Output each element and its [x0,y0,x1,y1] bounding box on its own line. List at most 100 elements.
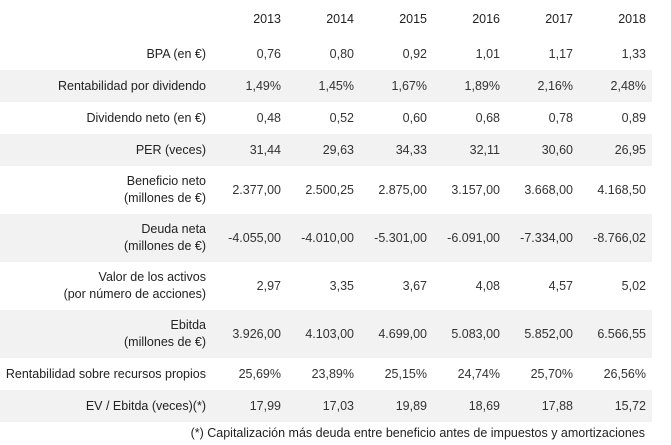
row-label: EV / Ebitda (veces)(*) [0,390,214,422]
value-cell-2018: 1,33 [621,46,646,61]
value-cell-2014: -4.010,00 [301,230,354,245]
value-cell-2014: 29,63 [322,142,354,157]
value-cell-2013: 25,69% [238,366,281,381]
value-cell-2015: 25,15% [384,366,427,381]
value-cell-2016: 0,68 [475,110,500,125]
value-cell-2018: 5,02 [621,278,646,293]
value-cell-2014: 2.500,25 [305,182,354,197]
table-row: Rentabilidad por dividendo 1,49% 1,45% 1,67… [0,70,652,102]
value-cell-2014: 1,45% [318,78,354,93]
value-cell-2013: 2.377,00 [232,182,281,197]
value-cell-2018: 26,95 [614,142,646,157]
table-body: BPA (en €) 0,76 0,80 0,92 1,01 1,17 1,33 Rentab… [0,38,652,422]
value-cell-2013: 0,48 [256,110,281,125]
row-label-line: Rentabilidad por dividendo [57,78,206,93]
row-label: Rentabilidad por dividendo [0,70,214,102]
row-label: Deuda neta (millones de €) [0,214,214,262]
table-row: Beneficio neto (millones de €) 2.377,00 2.5… [0,166,652,214]
value-cell-2013: 1,49% [245,78,281,93]
value-cell-2015: -5.301,00 [374,230,427,245]
value-cell-2014: 0,80 [329,46,354,61]
value-cell-2015: 19,89 [395,398,427,413]
row-label: PER (veces) [0,134,214,166]
year-header: 2013 [253,11,281,26]
row-label-line: (millones de €) [124,335,206,349]
row-label-line: EV / Ebitda (veces)(*) [85,398,206,413]
row-label: Beneficio neto (millones de €) [0,166,214,214]
value-cell-2016: 1,89% [464,78,500,93]
table-row: BPA (en €) 0,76 0,80 0,92 1,01 1,17 1,33 [0,38,652,70]
year-header: 2015 [399,11,427,26]
row-label-line: Valor de los activos [98,270,206,284]
value-cell-2014: 3,35 [329,278,354,293]
value-cell-2017: 5.852,00 [524,326,573,341]
value-cell-2013: 2,97 [256,278,281,293]
year-header: 2018 [618,11,646,26]
value-cell-2018: 6.566,55 [597,326,646,341]
value-cell-2017: 0,78 [548,110,573,125]
year-header: 2017 [545,11,573,26]
value-cell-2017: 25,70% [530,366,573,381]
value-cell-2015: 4.699,00 [378,326,427,341]
value-cell-2015: 3,67 [402,278,427,293]
value-cell-2016: 1,01 [475,46,500,61]
value-cell-2018: 2,48% [610,78,646,93]
row-label-line: Deuda neta [141,222,206,236]
value-cell-2017: 2,16% [537,78,573,93]
value-cell-2017: 17,88 [541,398,573,413]
table-row: Ebitda (millones de €) 3.926,00 4.103,00 4.6… [0,310,652,358]
row-label: BPA (en €) [0,38,214,70]
value-cell-2017: 3.668,00 [524,182,573,197]
value-cell-2014: 23,89% [311,366,354,381]
header-label-cell [0,0,214,38]
value-cell-2016: 18,69 [468,398,500,413]
value-cell-2018: 26,56% [603,366,646,381]
value-cell-2013: 0,76 [256,46,281,61]
value-cell-2016: 5.083,00 [451,326,500,341]
value-cell-2018: 0,89 [621,110,646,125]
table-row: Deuda neta (millones de €) -4.055,00 -4.010… [0,214,652,262]
table-row: EV / Ebitda (veces)(*) 17,99 17,03 19,89 18,… [0,390,652,422]
value-cell-2017: -7.334,00 [520,230,573,245]
value-cell-2014: 4.103,00 [305,326,354,341]
row-label-line: Beneficio neto [126,174,206,188]
value-cell-2013: 3.926,00 [232,326,281,341]
year-header-row: 2013 2014 2015 2016 2017 2018 [0,0,652,38]
financial-table: 2013 2014 2015 2016 2017 2018 BPA (en €)… [0,0,652,422]
value-cell-2016: 4,08 [475,278,500,293]
year-header: 2016 [472,11,500,26]
value-cell-2013: -4.055,00 [228,230,281,245]
row-label: Rentabilidad sobre recursos propios [0,358,214,390]
row-label-line: Rentabilidad sobre recursos propios [5,366,206,381]
value-cell-2017: 1,17 [548,46,573,61]
value-cell-2015: 0,92 [402,46,427,61]
row-label-line: (millones de €) [124,239,206,253]
value-cell-2018: 15,72 [614,398,646,413]
value-cell-2013: 17,99 [249,398,281,413]
value-cell-2016: 24,74% [457,366,500,381]
value-cell-2015: 2.875,00 [378,182,427,197]
value-cell-2016: -6.091,00 [447,230,500,245]
value-cell-2015: 0,60 [402,110,427,125]
value-cell-2018: 4.168,50 [597,182,646,197]
row-label: Dividendo neto (en €) [0,102,214,134]
value-cell-2018: -8.766,02 [593,230,646,245]
table-row: Dividendo neto (en €) 0,48 0,52 0,60 0,68 0,7… [0,102,652,134]
row-label-line: (por número de acciones) [63,287,206,301]
row-label-line: (millones de €) [124,191,206,205]
value-cell-2016: 3.157,00 [451,182,500,197]
row-label-line: Dividendo neto (en €) [86,110,206,125]
row-label-line: PER (veces) [135,142,206,157]
table-row: Rentabilidad sobre recursos propios 25,69… [0,358,652,390]
row-label: Ebitda (millones de €) [0,310,214,358]
table-row: PER (veces) 31,44 29,63 34,33 32,11 30,60 26,9… [0,134,652,166]
year-header: 2014 [326,11,354,26]
row-label: Valor de los activos (por número de accio… [0,262,214,310]
row-label-line: Ebitda [170,318,206,332]
value-cell-2017: 30,60 [541,142,573,157]
value-cell-2016: 32,11 [469,142,500,157]
value-cell-2017: 4,57 [548,278,573,293]
value-cell-2013: 31,44 [249,142,281,157]
value-cell-2014: 17,03 [322,398,354,413]
